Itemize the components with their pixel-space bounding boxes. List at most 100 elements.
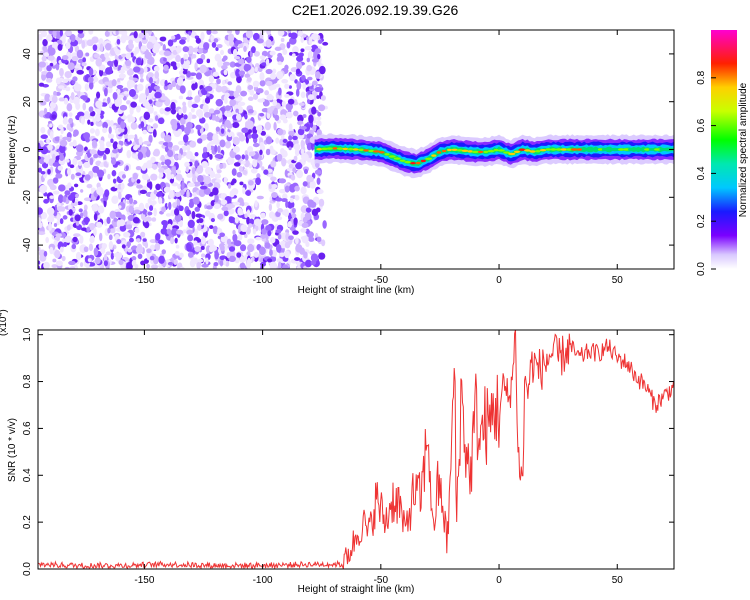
noise-speckle — [59, 139, 68, 147]
noise-speckle — [58, 97, 65, 102]
noise-speckle — [59, 30, 63, 37]
noise-speckle — [130, 121, 138, 130]
noise-speckle — [67, 194, 75, 201]
noise-speckle — [281, 157, 287, 167]
noise-speckle — [201, 263, 209, 268]
noise-speckle — [38, 178, 42, 186]
signal-hotspot — [378, 151, 385, 154]
colorbar-label: Normalized spectral amplitude — [738, 82, 749, 217]
noise-speckle — [307, 157, 312, 163]
signal-hotspot — [393, 157, 401, 160]
noise-speckle — [124, 59, 132, 67]
noise-speckle — [121, 240, 128, 246]
noise-speckle — [175, 229, 184, 235]
noise-speckle — [143, 221, 150, 229]
noise-speckle — [297, 114, 304, 123]
signal-hotspot — [633, 148, 640, 151]
noise-speckle — [103, 87, 108, 97]
noise-speckle — [292, 230, 299, 235]
noise-speckle — [120, 66, 124, 73]
noise-speckle — [110, 157, 117, 165]
noise-speckle — [72, 76, 78, 82]
noise-speckle — [247, 243, 255, 253]
spectrogram-x-tick-label: 50 — [612, 275, 624, 286]
signal-hotspot — [513, 150, 521, 153]
noise-speckle — [139, 189, 147, 195]
noise-speckle — [234, 217, 239, 224]
noise-speckle — [236, 252, 242, 258]
noise-speckle — [215, 46, 219, 52]
noise-speckle — [278, 252, 286, 257]
noise-speckle — [252, 32, 260, 41]
noise-speckle — [64, 70, 72, 79]
noise-speckle — [38, 61, 46, 68]
signal-hotspot — [404, 160, 412, 164]
noise-speckle — [259, 112, 265, 117]
noise-speckle — [208, 75, 215, 83]
signal-hotspot — [436, 151, 442, 154]
noise-speckle — [158, 197, 163, 205]
noise-speckle — [226, 112, 233, 118]
noise-speckle — [278, 87, 282, 96]
noise-speckle — [253, 50, 260, 57]
noise-speckle — [59, 154, 65, 162]
noise-speckle — [89, 128, 95, 134]
signal-hotspot — [518, 148, 526, 151]
noise-speckle — [146, 263, 150, 269]
noise-speckle — [253, 218, 262, 226]
noise-speckle — [93, 247, 99, 256]
noise-speckle — [71, 243, 77, 250]
noise-speckle — [214, 53, 222, 62]
noise-speckle — [70, 91, 75, 101]
noise-speckle — [175, 244, 180, 249]
noise-speckle — [120, 30, 128, 36]
noise-speckle — [55, 62, 60, 71]
noise-speckle — [292, 46, 299, 54]
noise-speckle — [109, 62, 114, 67]
noise-speckle — [309, 201, 317, 208]
noise-speckle — [155, 232, 161, 241]
noise-speckle — [300, 48, 305, 53]
noise-speckle — [155, 183, 161, 191]
noise-speckle — [213, 261, 219, 267]
noise-speckle — [200, 253, 206, 258]
noise-speckle — [114, 183, 118, 189]
noise-speckle — [126, 149, 132, 159]
noise-speckle — [106, 87, 113, 93]
signal-hotspot — [347, 147, 354, 151]
noise-speckle — [269, 236, 276, 244]
noise-speckle — [322, 41, 329, 46]
noise-speckle — [296, 61, 303, 70]
spectrogram-x-tick-label: 0 — [496, 275, 502, 286]
noise-speckle — [96, 91, 101, 99]
noise-speckle — [157, 117, 165, 125]
noise-speckle — [160, 96, 168, 101]
noise-speckle — [308, 236, 315, 242]
signal-hotspot — [576, 148, 583, 151]
noise-speckle — [83, 246, 89, 253]
noise-speckle — [112, 149, 119, 154]
noise-speckle — [306, 64, 313, 72]
noise-speckle — [301, 235, 309, 244]
noise-speckle — [320, 95, 326, 101]
colorbar-tick-label: 0.4 — [696, 166, 707, 180]
noise-speckle — [176, 33, 181, 40]
noise-speckle — [45, 71, 54, 80]
spectrogram-x-axis: -150 -100 -50 0 50 — [134, 30, 623, 286]
noise-speckle — [49, 101, 57, 109]
noise-speckle — [267, 107, 273, 114]
noise-speckle — [42, 38, 48, 47]
noise-speckle — [111, 79, 117, 87]
noise-speckle — [114, 59, 119, 67]
noise-speckle — [272, 99, 278, 107]
noise-speckle — [192, 196, 200, 205]
snr-y-tick-label: 0.2 — [22, 515, 33, 529]
noise-speckle — [146, 160, 153, 169]
noise-speckle — [47, 55, 55, 61]
noise-speckle — [217, 59, 223, 68]
noise-speckle — [75, 172, 82, 177]
noise-speckle — [176, 45, 182, 54]
noise-speckle — [170, 174, 175, 180]
noise-speckle — [222, 61, 231, 66]
noise-speckle — [266, 258, 273, 263]
